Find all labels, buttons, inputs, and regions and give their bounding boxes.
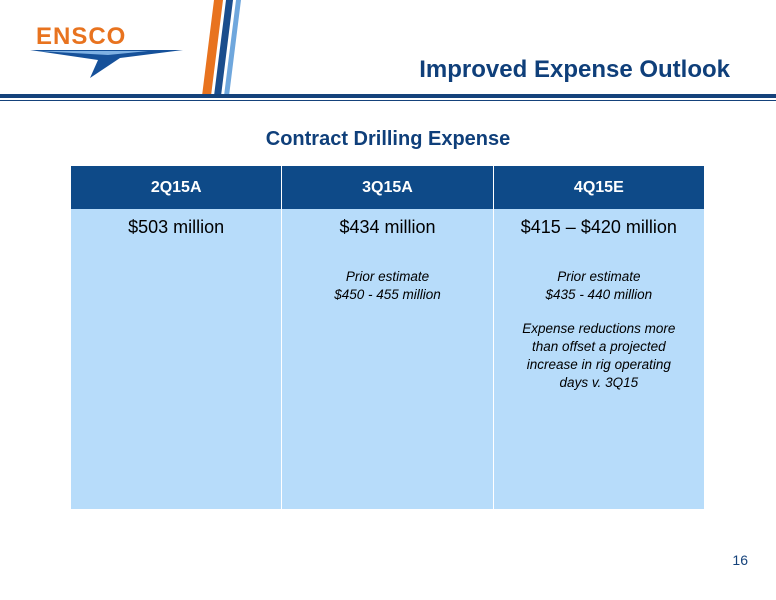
header-divider-thin [0, 100, 776, 101]
header-stripes [202, 0, 241, 96]
table-header-row: 2Q15A 3Q15A 4Q15E [69, 166, 706, 209]
amount-4q15e: $415 – $420 million [520, 217, 677, 237]
prior-estimate-label-4q15e: Prior estimate [557, 269, 641, 284]
detail-line: increase in rig operating [526, 357, 671, 372]
amount-2q15a: $503 million [128, 217, 225, 237]
prior-estimate-value-4q15e: $435 - 440 million [545, 287, 653, 302]
ensco-logo: ENSCO [30, 23, 183, 78]
column-header-2q15a: 2Q15A [69, 166, 283, 209]
page-title: Improved Expense Outlook [419, 56, 730, 83]
header-divider [0, 94, 776, 98]
expense-table: 2Q15A 3Q15A 4Q15E $503 million $434 mill… [69, 166, 706, 509]
logo-wing-highlight [38, 51, 148, 55]
page-number: 16 [732, 552, 748, 568]
detail-line: than offset a projected [532, 339, 666, 354]
amount-3q15a: $434 million [339, 217, 436, 237]
detail-line: Expense reductions more [522, 321, 676, 336]
table-row: $503 million $434 million Prior estimate… [69, 209, 706, 509]
logo-wing-shape [30, 50, 183, 78]
logo-wordmark: ENSCO [36, 23, 126, 50]
column-header-3q15a: 3Q15A [281, 166, 494, 209]
prior-estimate-value-3q15a: $450 - 455 million [334, 287, 441, 302]
cell-2q15a: $503 million [69, 209, 283, 509]
detail-line: days v. 3Q15 [559, 375, 639, 390]
cell-3q15a: $434 million Prior estimate $450 - 455 m… [281, 209, 494, 509]
table-title: Contract Drilling Expense [265, 128, 511, 150]
cell-4q15e: $415 – $420 million Prior estimate $435 … [492, 209, 706, 509]
prior-estimate-label-3q15a: Prior estimate [345, 269, 430, 284]
column-header-4q15e: 4Q15E [492, 166, 706, 209]
